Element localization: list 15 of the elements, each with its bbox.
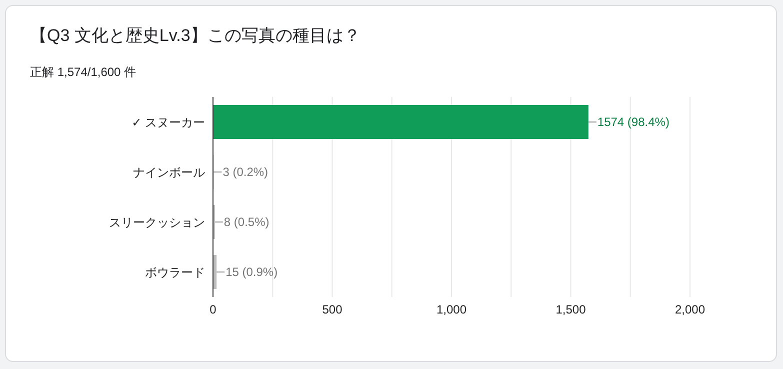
x-tick-label: 1,000 <box>436 302 467 317</box>
y-tick-label: ボウラード <box>145 265 205 280</box>
x-tick-label: 500 <box>322 302 343 317</box>
y-tick-label: ✓ スヌーカー <box>132 115 205 130</box>
x-tick-label: 0 <box>210 302 217 317</box>
x-tick-label: 1,500 <box>556 302 586 317</box>
x-tick-label: 2,000 <box>674 302 706 317</box>
data-label: 1574 (98.4%) <box>597 115 670 130</box>
y-tick-label: ナインボール <box>133 165 205 180</box>
chart-title: 【Q3 文化と歴史Lv.3】この写真の種目は？ <box>30 25 360 47</box>
data-label: 8 (0.5%) <box>224 215 270 230</box>
data-label: 3 (0.2%) <box>222 165 268 180</box>
data-label: 15 (0.9%) <box>226 265 278 280</box>
text: 正解 1,574/1,600 件 <box>30 64 136 81</box>
y-tick-label: スリークッション <box>109 215 205 230</box>
